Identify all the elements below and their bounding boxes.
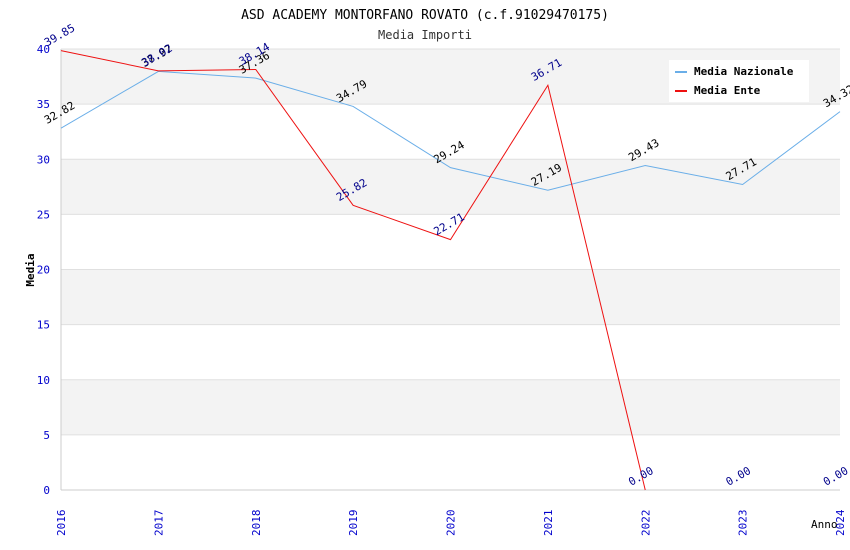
- plot-band: [61, 324, 840, 380]
- series-line-media-ente: [60, 50, 646, 491]
- x-axis-label: Anno: [811, 518, 838, 531]
- y-tick-label: 20: [37, 264, 50, 277]
- x-tick-label: 2020: [445, 510, 458, 537]
- x-tick-label: 2021: [542, 510, 555, 537]
- y-tick-label: 10: [37, 374, 50, 387]
- y-tick-label: 40: [37, 43, 50, 56]
- plot-band: [61, 269, 840, 325]
- x-tick-labels: 2016 2017 2018 2019 2020 2021 2022 2023 2024: [55, 509, 847, 536]
- legend-label-media-nazionale: Media Nazionale: [694, 65, 794, 78]
- y-tick-label: 5: [43, 429, 50, 442]
- series-lines: [60, 50, 841, 491]
- x-tick-label: 2024: [834, 509, 847, 536]
- chart-subtitle: Media Importi: [378, 28, 472, 42]
- plot-band: [61, 159, 840, 215]
- data-label: 39.85: [42, 21, 77, 49]
- plot-band: [61, 379, 840, 435]
- x-tick-label: 2023: [737, 510, 750, 537]
- plot-band: [61, 214, 840, 270]
- chart-title: ASD ACADEMY MONTORFANO ROVATO (c.f.91029…: [241, 8, 609, 23]
- series-line-media-nazionale: [60, 70, 841, 191]
- x-tick-label: 2022: [639, 510, 652, 537]
- plot-band: [61, 104, 840, 160]
- x-tick-label: 2017: [152, 510, 165, 537]
- legend-box: [669, 60, 809, 102]
- y-tick-label: 0: [43, 484, 50, 497]
- x-tick-label: 2016: [55, 510, 68, 537]
- legend-label-media-ente: Media Ente: [694, 84, 761, 97]
- y-tick-label: 30: [37, 153, 50, 166]
- x-tick-label: 2018: [250, 510, 263, 537]
- y-tick-label: 25: [37, 208, 50, 221]
- y-tick-label: 35: [37, 98, 50, 111]
- y-axis-label: Media: [24, 253, 37, 286]
- legend: Media Nazionale Media Ente: [669, 60, 809, 102]
- y-tick-labels: 0 5 10 15 20 25 30 35 40: [37, 43, 50, 497]
- plot-band: [61, 434, 840, 490]
- y-tick-label: 15: [37, 319, 50, 332]
- plot-background-bands: [61, 49, 840, 490]
- x-tick-label: 2019: [347, 510, 360, 537]
